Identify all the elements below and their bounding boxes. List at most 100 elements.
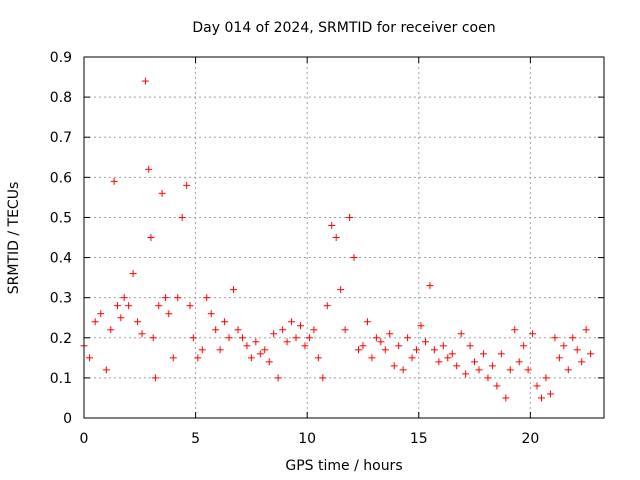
data-points	[80, 77, 595, 402]
data-point	[149, 334, 157, 342]
data-point	[270, 330, 278, 338]
data-point	[328, 221, 336, 229]
data-point	[587, 350, 595, 358]
data-point	[265, 358, 273, 366]
y-axis-label: SRMTID / TECUs	[6, 182, 22, 295]
data-point	[138, 330, 146, 338]
axis-ticks: 0 5 10 15 20 0 0.1 0.2 0.3 0.4 0.5 0.6 0.7 0.8 0.9	[50, 50, 604, 447]
data-point	[506, 366, 514, 374]
data-point	[462, 370, 470, 378]
data-point	[484, 374, 492, 382]
data-point	[189, 334, 197, 342]
data-point	[158, 189, 166, 197]
data-point	[350, 254, 358, 262]
data-point	[337, 286, 345, 294]
data-point	[174, 294, 182, 302]
data-point	[573, 346, 581, 354]
data-point	[538, 394, 546, 402]
data-point	[221, 318, 229, 326]
data-point	[155, 302, 163, 310]
data-point	[243, 342, 251, 350]
data-point	[417, 322, 425, 330]
data-point	[368, 354, 376, 362]
data-point	[471, 358, 479, 366]
data-point	[542, 374, 550, 382]
data-point	[113, 302, 121, 310]
data-point	[234, 326, 242, 334]
data-point	[359, 342, 367, 350]
data-point	[355, 346, 363, 354]
x-axis-label: GPS time / hours	[285, 458, 402, 474]
data-point	[161, 294, 169, 302]
data-point	[426, 282, 434, 290]
data-point	[457, 330, 465, 338]
data-point	[274, 374, 282, 382]
data-point	[390, 362, 398, 370]
data-point	[203, 294, 211, 302]
data-point	[413, 346, 421, 354]
data-point	[515, 358, 523, 366]
data-point	[578, 358, 586, 366]
data-point	[225, 334, 233, 342]
data-point	[279, 326, 287, 334]
data-point	[129, 270, 137, 278]
data-point	[91, 318, 99, 326]
data-point	[529, 330, 537, 338]
y-tick-label: 0.5	[50, 210, 72, 226]
data-point	[186, 302, 194, 310]
y-tick-label: 0.4	[50, 251, 72, 267]
data-point	[439, 342, 447, 350]
data-point	[120, 294, 128, 302]
data-point	[372, 334, 380, 342]
data-point	[408, 354, 416, 362]
data-point	[363, 318, 371, 326]
data-point	[511, 326, 519, 334]
data-point	[466, 342, 474, 350]
data-point	[479, 350, 487, 358]
data-point	[125, 302, 133, 310]
data-point	[165, 310, 173, 318]
data-point	[97, 310, 105, 318]
data-point	[381, 346, 389, 354]
y-tick-label: 0.8	[50, 90, 72, 106]
y-tick-label: 0.3	[50, 291, 72, 307]
data-point	[497, 350, 505, 358]
x-tick-label: 0	[80, 431, 89, 447]
data-point	[178, 213, 186, 221]
x-tick-label: 10	[298, 431, 316, 447]
data-point	[346, 213, 354, 221]
x-tick-label: 15	[410, 431, 428, 447]
data-point	[493, 382, 501, 390]
data-point	[169, 354, 177, 362]
data-point	[448, 350, 456, 358]
data-point	[386, 330, 394, 338]
data-point	[444, 354, 452, 362]
data-point	[582, 326, 590, 334]
data-point	[247, 354, 255, 362]
data-point	[261, 346, 269, 354]
data-point	[117, 314, 125, 322]
data-point	[151, 374, 159, 382]
plot-frame	[83, 56, 605, 419]
y-tick-label: 0	[63, 411, 72, 427]
data-point	[256, 350, 264, 358]
data-point	[183, 181, 191, 189]
y-tick-label: 0.9	[50, 50, 72, 66]
data-point	[435, 358, 443, 366]
data-point	[546, 390, 554, 398]
x-tick-label: 20	[521, 431, 539, 447]
data-point	[421, 338, 429, 346]
data-point	[319, 374, 327, 382]
data-point	[86, 354, 94, 362]
data-point	[252, 338, 260, 346]
data-point	[107, 326, 115, 334]
data-point	[569, 334, 577, 342]
data-point	[453, 362, 461, 370]
data-point	[212, 326, 220, 334]
data-point	[564, 366, 572, 374]
data-point	[520, 342, 528, 350]
data-point	[377, 338, 385, 346]
data-point	[194, 354, 202, 362]
data-point	[305, 334, 313, 342]
